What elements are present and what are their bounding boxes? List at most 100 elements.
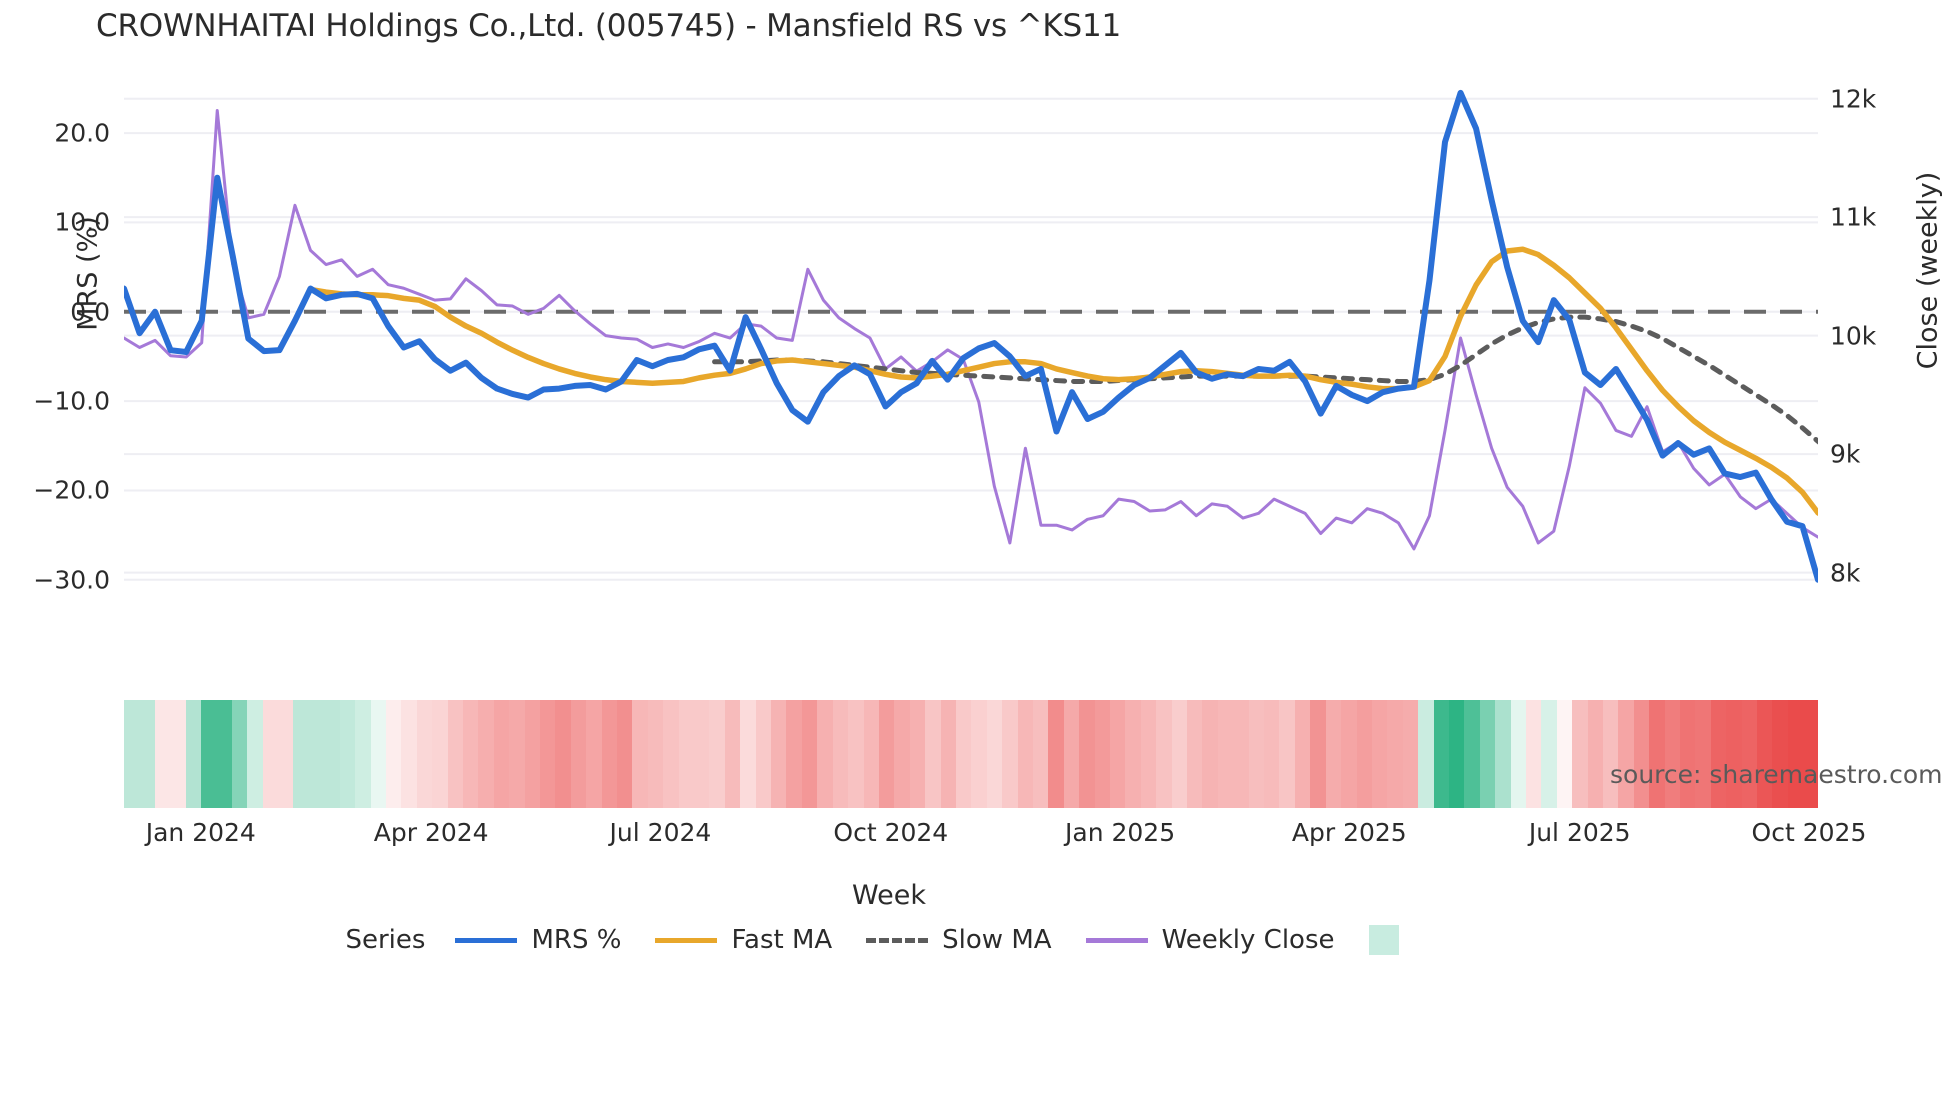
heatmap-cell (1633, 700, 1650, 808)
heatmap-cell (647, 700, 664, 808)
heatmap-cell (1448, 700, 1465, 808)
x-axis-tick-label: Jul 2025 (1528, 818, 1631, 847)
heatmap-cell (1695, 700, 1711, 808)
heatmap-cell (1572, 700, 1588, 808)
heatmap-cell (786, 700, 802, 808)
heatmap-cell (1264, 700, 1280, 808)
legend-item-swatch[interactable] (1368, 925, 1399, 955)
series-line-mrs- (124, 89, 1818, 583)
heatmap-cell (1525, 700, 1542, 808)
legend-item-fast-ma[interactable]: Fast MA (655, 925, 832, 955)
heatmap-cell (755, 700, 772, 808)
heatmap-cell (1464, 700, 1480, 808)
heatmap-cell (801, 700, 818, 808)
heatmap-cell (848, 700, 864, 808)
heatmap-cell (832, 700, 849, 808)
heatmap-cell (493, 700, 510, 808)
heatmap-cell (262, 700, 279, 808)
heatmap-cell (817, 700, 833, 808)
heatmap-cell (401, 700, 417, 808)
heatmap-cell (617, 700, 633, 808)
y-axis-right-tick-label: 12k (1830, 84, 1877, 114)
plot-area (124, 75, 1818, 620)
heatmap-cell (971, 700, 987, 808)
heatmap-cell (385, 700, 402, 808)
heatmap-cell (1757, 700, 1773, 808)
heatmap-cell (632, 700, 648, 808)
x-axis-tick-label: Jul 2024 (609, 818, 712, 847)
legend-line-icon (455, 937, 518, 943)
x-axis-tick-label: Oct 2025 (1751, 818, 1867, 847)
heatmap-cell (524, 700, 540, 808)
heatmap-cell (1048, 700, 1064, 808)
heatmap-cell (139, 700, 155, 808)
y-axis-left-tick-label: 20.0 (54, 118, 110, 148)
heatmap-cell (1541, 700, 1557, 808)
heatmap-cell (170, 700, 186, 808)
heatmap-cell (1402, 700, 1419, 808)
heatmap-cell (909, 700, 926, 808)
heatmap-cell (894, 700, 910, 808)
heatmap-cell (1495, 700, 1511, 808)
heatmap-cell (863, 700, 879, 808)
y-axis-right-tick-label: 11k (1830, 202, 1877, 232)
heatmap-cell (1079, 700, 1095, 808)
heatmap-cell (1741, 700, 1758, 808)
heatmap-cell (462, 700, 479, 808)
heatmap-cell (1371, 700, 1388, 808)
heatmap-cell (1603, 700, 1619, 808)
legend-item-mrs-[interactable]: MRS % (455, 925, 621, 955)
y-axis-left-tick-label: 10.0 (54, 207, 110, 237)
heatmap-cell (986, 700, 1003, 808)
heatmap-cell (925, 700, 941, 808)
heatmap-cell (1618, 700, 1634, 808)
heatmap-cell (539, 700, 556, 808)
heatmap-cell (247, 700, 263, 808)
series-line-weekly-close (124, 109, 1818, 551)
y-axis-right-ticks: 12k 11k 10k 9k 8k (1830, 75, 1950, 620)
legend-line-icon (655, 937, 718, 943)
heatmap-cell (1187, 700, 1203, 808)
heatmap-cell (1418, 700, 1434, 808)
heatmap-cell (1787, 700, 1804, 808)
heatmap-cell (216, 700, 232, 808)
heatmap-cell (1726, 700, 1742, 808)
heatmap-cell (355, 700, 371, 808)
heatmap-cell (1063, 700, 1080, 808)
x-axis-tick-label: Jan 2025 (1065, 818, 1176, 847)
heatmap-cell (1310, 700, 1326, 808)
heatmap-cell (1032, 700, 1049, 808)
heatmap-cell (555, 700, 571, 808)
heatmap-cell (1002, 700, 1018, 808)
heatmap-cell (324, 700, 340, 808)
heatmap-cell (1217, 700, 1234, 808)
y-axis-left-ticks: 20.0 10.0 0.0 −10.0 −20.0 −30.0 (0, 75, 110, 620)
legend-item-label: Slow MA (942, 925, 1052, 955)
heatmap-cell (1587, 700, 1603, 808)
heatmap-cell (601, 700, 617, 808)
y-axis-right-tick-label: 8k (1830, 558, 1861, 588)
y-axis-right-tick-label: 9k (1830, 439, 1861, 469)
heatmap-cell (201, 700, 217, 808)
heatmap-cell (231, 700, 248, 808)
heatmap-cell (1356, 700, 1372, 808)
heatmap-cell (1094, 700, 1110, 808)
heatmap-cell (1110, 700, 1126, 808)
x-axis-tick-label: Apr 2025 (1291, 818, 1407, 847)
heatmap-cell (1649, 700, 1665, 808)
heatmap-cell (1156, 700, 1172, 808)
heatmap-cell (955, 700, 972, 808)
heatmap-cell (1710, 700, 1727, 808)
legend-color-box-icon (1368, 925, 1399, 955)
heatmap-cell (740, 700, 756, 808)
heatmap-cell (1387, 700, 1403, 808)
legend-item-label: Weekly Close (1161, 925, 1335, 955)
heatmap-cell (1664, 700, 1681, 808)
legend-item-slow-ma[interactable]: Slow MA (866, 925, 1052, 955)
heatmap-cell (478, 700, 494, 808)
heatmap-cell (154, 700, 171, 808)
legend-item-weekly-close[interactable]: Weekly Close (1085, 925, 1335, 955)
x-axis-title: Week (852, 880, 926, 911)
heatmap-cell (709, 700, 725, 808)
